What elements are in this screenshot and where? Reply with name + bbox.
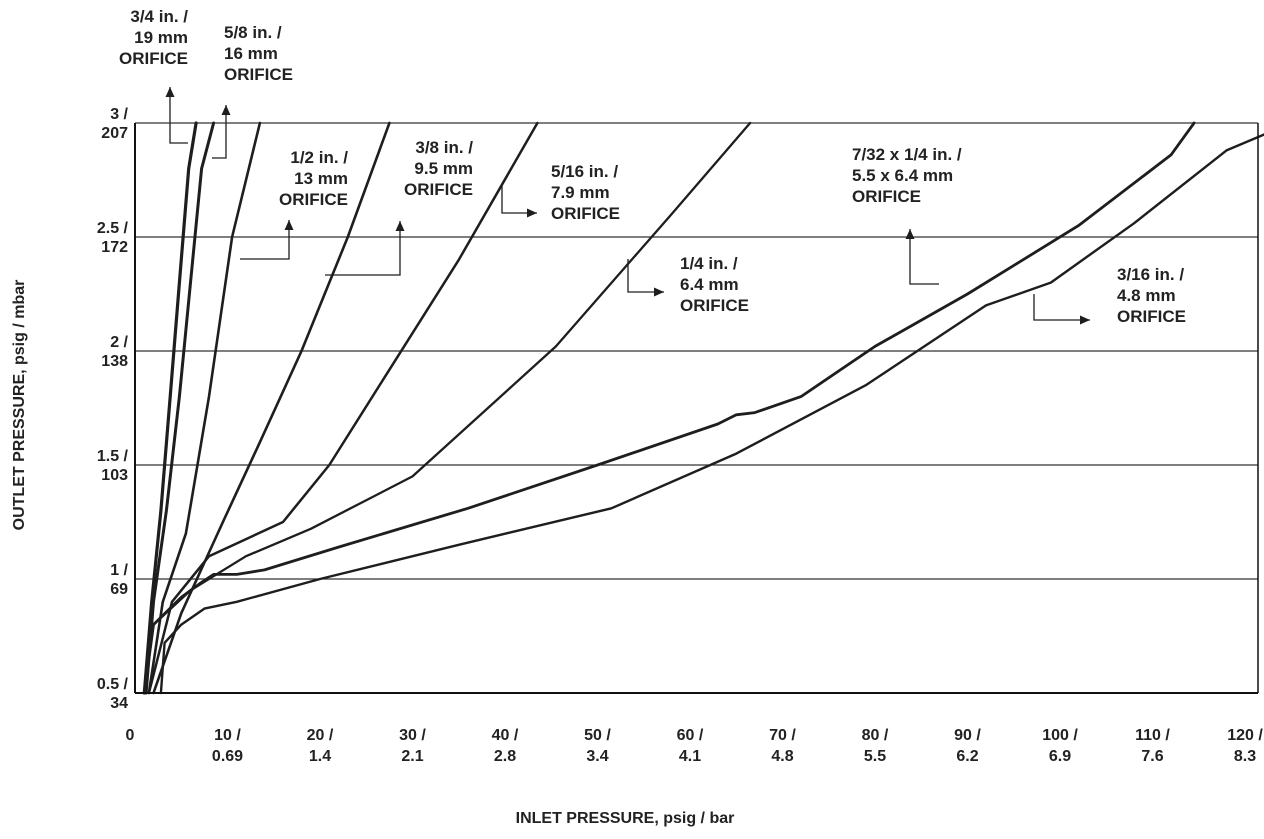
callout-leader-2 [240, 220, 290, 260]
x-tick-label-5: 50 /3.4 [584, 727, 611, 765]
x-tick-label-3: 30 /2.1 [399, 727, 426, 765]
series-line-4 [147, 121, 539, 695]
callout-4: 5/16 in. /7.9 mm ORIFICE [501, 162, 620, 223]
series-lines [142, 121, 1264, 695]
series-label-4: 5/16 in. /7.9 mm ORIFICE [551, 162, 620, 223]
callout-1: 5/8 in. /16 mm ORIFICE [212, 23, 293, 159]
x-tick-label-12: 120 /8.3 [1227, 727, 1263, 765]
x-tick-label-4: 40 /2.8 [492, 727, 519, 765]
axes [134, 123, 1259, 694]
series-label-2: 1/2 in. /13 mm ORIFICE [279, 148, 348, 209]
callout-arrowhead-2 [284, 220, 294, 230]
series-line-5 [143, 121, 752, 695]
callout-leader-6 [909, 229, 939, 285]
series-label-1: 5/8 in. /16 mm ORIFICE [224, 23, 293, 84]
x-tick-label-11: 110 /7.6 [1135, 727, 1170, 765]
callout-arrowhead-3 [395, 221, 405, 231]
series-label-0: 3/4 in. /19 mm ORIFICE [119, 7, 188, 68]
y-tick-label-2: 1.5 /103 [97, 448, 129, 484]
callout-6: 7/32 x 1/4 in. /5.5 x 6.4 mm ORIFICE [852, 145, 962, 285]
x-tick-label-0: 0 [126, 727, 135, 744]
x-tick-label-9: 90 /6.2 [954, 727, 981, 765]
y-tick-label-3: 2 /138 [101, 334, 128, 370]
series-label-3: 3/8 in. /9.5 mm ORIFICE [404, 138, 473, 199]
series-label-7: 3/16 in. /4.8 mm ORIFICE [1117, 265, 1186, 326]
callout-leader-7 [1033, 294, 1090, 321]
callout-arrowhead-1 [221, 105, 231, 115]
x-tick-label-1: 10 /0.69 [212, 727, 243, 765]
x-tick-label-10: 100 /6.9 [1042, 727, 1078, 765]
callout-arrowhead-7 [1080, 315, 1090, 325]
callout-0: 3/4 in. /19 mm ORIFICE [119, 7, 188, 144]
y-tick-label-4: 2.5 /172 [97, 220, 129, 256]
series-label-5: 1/4 in. /6.4 mm ORIFICE [680, 254, 749, 315]
x-tick-label-6: 60 /4.1 [677, 727, 704, 765]
callout-arrowhead-6 [905, 229, 915, 239]
callout-2: 1/2 in. /13 mm ORIFICE [240, 148, 348, 260]
callout-arrowhead-4 [527, 208, 537, 218]
series-line-0 [142, 121, 198, 695]
x-tick-label-2: 20 /1.4 [307, 727, 334, 765]
callout-7: 3/16 in. /4.8 mm ORIFICE [1033, 265, 1186, 326]
series-callouts: 3/4 in. /19 mm ORIFICE 5/8 in. /16 mm ORIFI… [119, 7, 1186, 326]
callout-leader-1 [212, 105, 227, 159]
x-tick-label-7: 70 /4.8 [769, 727, 796, 765]
callout-leader-3 [325, 221, 401, 276]
series-line-6 [142, 121, 1196, 695]
y-tick-label-1: 1 /69 [110, 562, 128, 598]
y-tick-label-5: 3 /207 [101, 106, 128, 142]
callout-arrowhead-0 [165, 87, 175, 97]
x-tick-label-8: 80 /5.5 [862, 727, 889, 765]
callout-leader-0 [169, 87, 188, 144]
callout-arrowhead-5 [654, 287, 664, 297]
x-tick-labels: 0 10 /0.69 20 /1.4 30 /2.1 40 /2.8 50 /3.4 60 … [126, 727, 1264, 765]
series-line-1 [144, 121, 216, 695]
callout-5: 1/4 in. /6.4 mm ORIFICE [627, 254, 749, 315]
series-line-7 [159, 133, 1264, 695]
series-label-6: 7/32 x 1/4 in. /5.5 x 6.4 mm ORIFICE [852, 145, 962, 206]
y-tick-labels: 0.5 /34 1 /69 1.5 /103 2 /138 2.5 /172 3 /207 [97, 106, 129, 712]
callout-leader-4 [501, 185, 537, 214]
y-axis-title: OUTLET PRESSURE, psig / mbar [11, 280, 28, 531]
callout-3: 3/8 in. /9.5 mm ORIFICE [325, 138, 473, 276]
series-line-3 [152, 121, 391, 695]
callout-leader-5 [627, 259, 664, 293]
x-axis-title: INLET PRESSURE, psig / bar [516, 810, 735, 827]
y-tick-label-0: 0.5 /34 [97, 676, 129, 712]
